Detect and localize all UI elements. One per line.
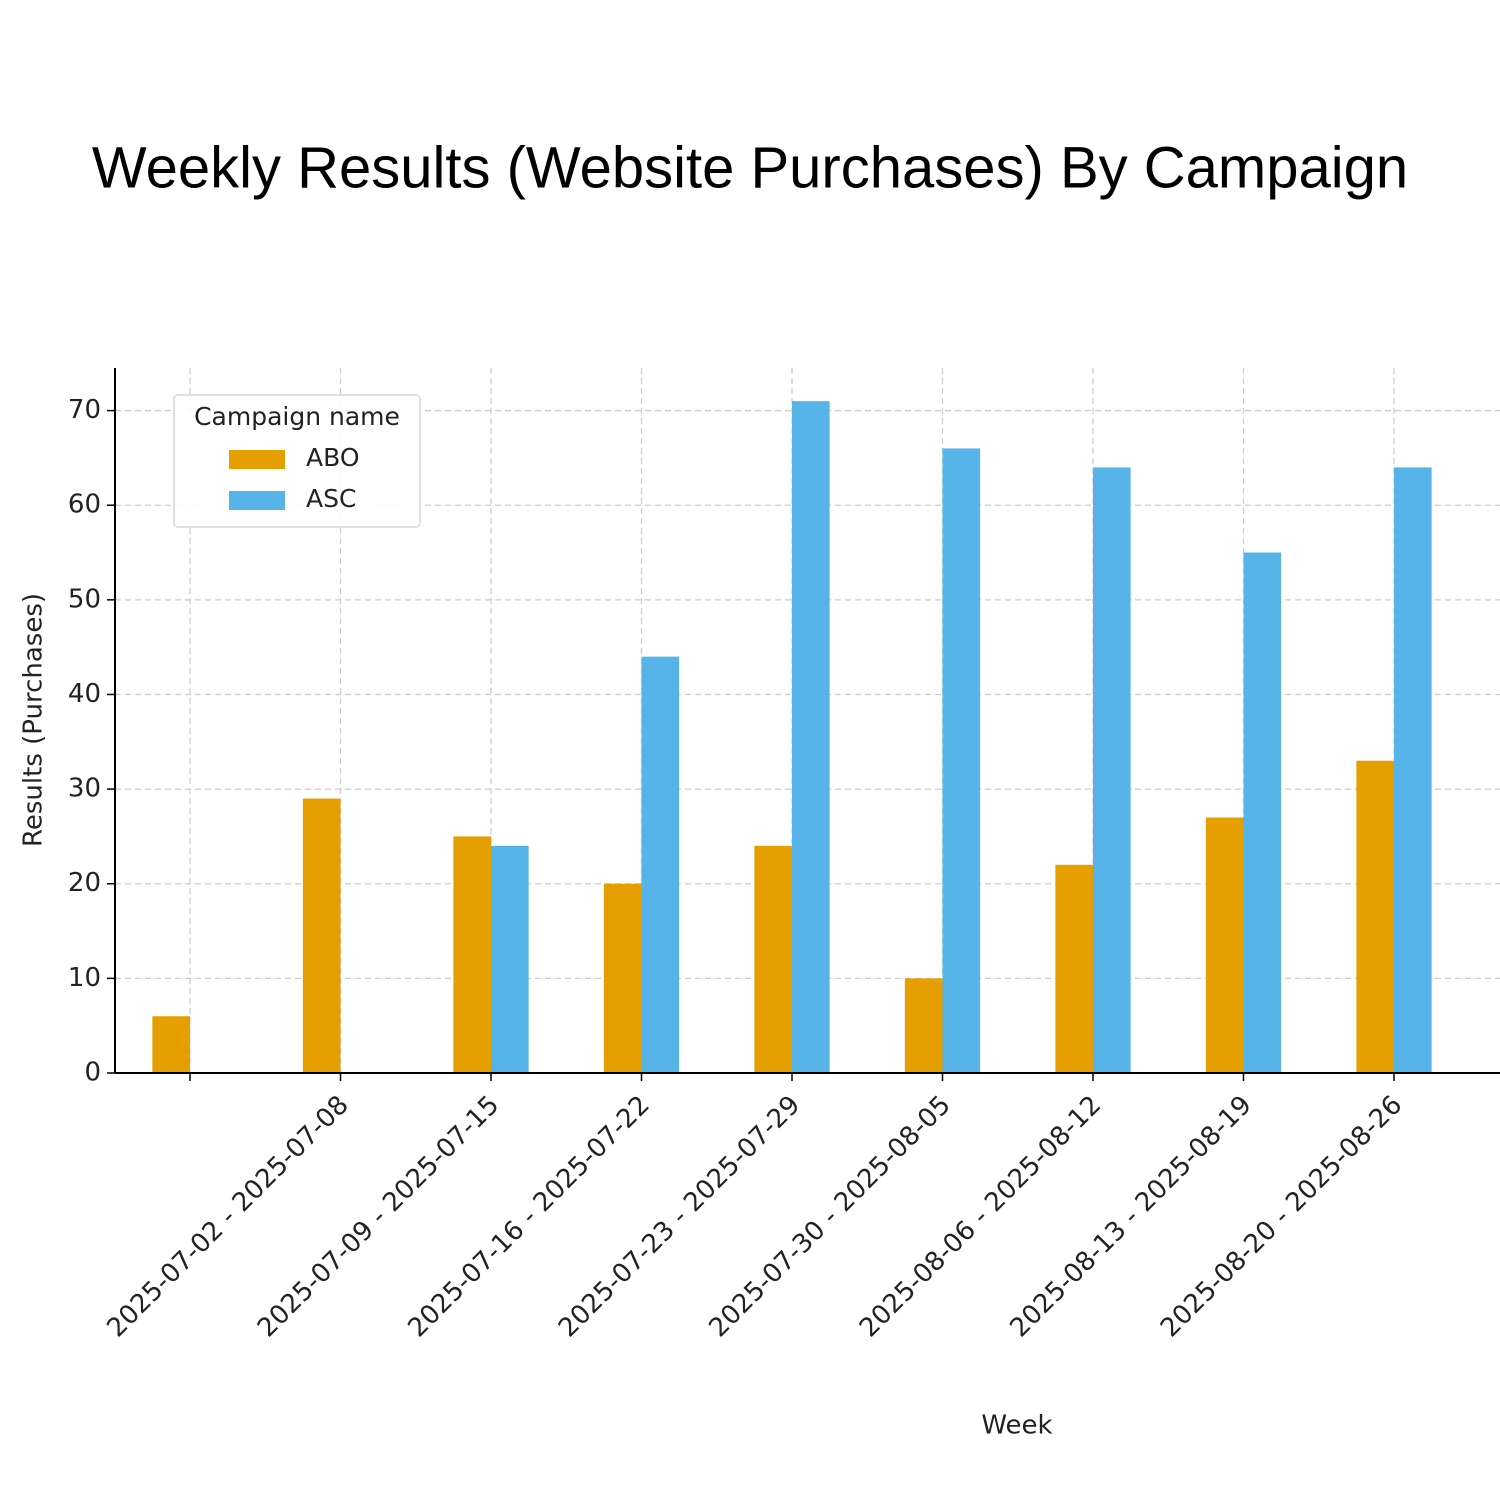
- y-tick-label: 20: [68, 868, 101, 898]
- legend-swatch: [229, 450, 285, 469]
- legend: Campaign name ABO ASC: [173, 394, 421, 528]
- bar: [491, 845, 529, 1073]
- bar: [302, 798, 341, 1073]
- x-tick-label: 2025-08-13 - 2025-08-19: [1005, 1090, 1258, 1343]
- bar: [641, 656, 680, 1073]
- bar: [754, 845, 792, 1073]
- bar: [1394, 467, 1432, 1073]
- x-tick-label: 2025-07-02 - 2025-07-08: [102, 1090, 355, 1343]
- x-tick-label: 2025-07-23 - 2025-07-29: [553, 1090, 806, 1343]
- bar: [453, 836, 491, 1073]
- bar: [942, 448, 981, 1073]
- bar: [1055, 864, 1093, 1073]
- y-tick-label: 50: [68, 584, 101, 614]
- x-tick-label: 2025-07-30 - 2025-08-05: [704, 1090, 957, 1343]
- legend-label: ABO: [306, 443, 360, 472]
- bar: [603, 883, 642, 1073]
- x-tick-label: 2025-07-09 - 2025-07-15: [252, 1090, 505, 1343]
- legend-title: Campaign name: [194, 402, 400, 431]
- bar: [1356, 760, 1394, 1073]
- y-tick-label: 40: [68, 679, 101, 709]
- y-tick-label: 10: [68, 963, 101, 993]
- bar: [1093, 467, 1131, 1073]
- chart-title: Weekly Results (Website Purchases) By Ca…: [92, 135, 1408, 200]
- y-axis-label: Results (Purchases): [19, 593, 49, 847]
- y-tick-label: 30: [68, 774, 101, 804]
- bar: [904, 978, 943, 1073]
- x-tick-label: 2025-08-20 - 2025-08-26: [1155, 1090, 1408, 1343]
- bar: [1243, 552, 1282, 1073]
- x-tick-label: 2025-08-06 - 2025-08-12: [854, 1090, 1107, 1343]
- legend-swatch: [229, 491, 285, 510]
- bar: [1205, 817, 1244, 1073]
- bar: [792, 401, 830, 1073]
- legend-label: ASC: [306, 484, 356, 513]
- bar: [152, 1016, 190, 1073]
- y-tick-label: 0: [84, 1058, 101, 1088]
- x-axis-label: Week: [981, 1411, 1052, 1441]
- y-tick-label: 70: [68, 395, 101, 425]
- x-tick-label: 2025-07-16 - 2025-07-22: [403, 1090, 656, 1343]
- y-tick-label: 60: [68, 490, 101, 520]
